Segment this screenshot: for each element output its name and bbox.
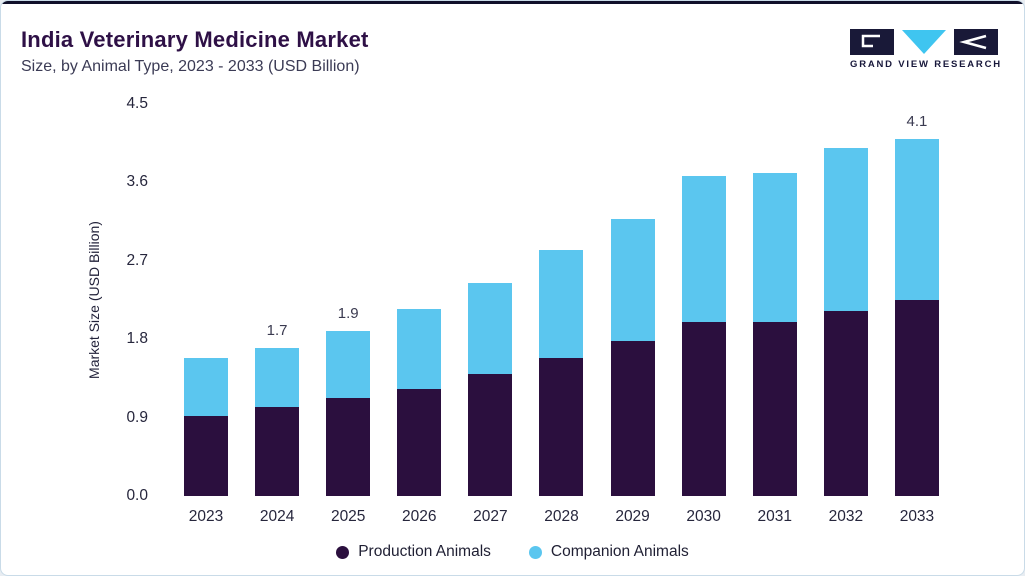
legend-label-companion: Companion Animals	[550, 543, 689, 560]
bar-segment-production	[681, 321, 726, 496]
bar-segment-production	[397, 388, 442, 496]
x-axis-label: 2033	[899, 508, 935, 525]
bar-group: 4.1 2033	[894, 104, 939, 525]
x-axis-label: 2031	[757, 508, 792, 525]
y-tick-label: 0.0	[126, 487, 148, 504]
legend-label-production: Production Animals	[358, 543, 491, 560]
bar-group: 2032	[823, 104, 868, 525]
top-accent-line	[1, 1, 1024, 4]
y-tick-label: 1.8	[126, 330, 148, 348]
bar-segment-companion	[539, 250, 584, 359]
page-title: India Veterinary Medicine Market	[21, 27, 369, 52]
y-tick-label: 0.9	[126, 408, 148, 426]
bar-group: 1.9 2025	[326, 104, 371, 525]
bar-group: 2026	[397, 104, 442, 525]
logo-marks-icon	[850, 29, 998, 55]
logo-mark-left-icon	[850, 29, 894, 55]
y-tick-label: 4.5	[126, 95, 148, 112]
bar-segment-companion	[752, 172, 797, 322]
bar-segment-production	[894, 300, 939, 496]
bar-group: 2027	[468, 104, 513, 525]
x-axis-label: 2030	[686, 508, 721, 525]
legend: Production Animals Companion Animals	[1, 543, 1024, 561]
logo-mark-right-icon	[954, 29, 998, 55]
legend-dot-companion	[528, 545, 542, 559]
bar-value-label: 1.7	[266, 321, 288, 339]
bar-segment-production	[823, 311, 868, 496]
bar-segment-companion	[681, 176, 726, 322]
x-axis-label: 2032	[828, 508, 864, 525]
bar-group: 2030	[681, 104, 726, 525]
bar-segment-production	[752, 321, 797, 496]
plot-area: 2023 1.7 2024 1.9 2025 2026 2027 2028 2029 2030 20…	[164, 104, 959, 525]
page-subtitle: Size, by Animal Type, 2023 - 2033 (USD B…	[21, 58, 360, 75]
y-tick-label: 3.6	[126, 173, 148, 191]
bar-value-label: 1.9	[337, 304, 359, 322]
bar-segment-companion	[326, 330, 371, 399]
bar-segment-production	[255, 407, 300, 496]
x-axis-label: 2024	[259, 508, 295, 525]
bar-group: 2028	[539, 104, 584, 525]
bar-group: 2031	[752, 104, 797, 525]
bar-segment-companion	[184, 358, 228, 416]
logo-text: GRAND VIEW RESEARCH	[850, 59, 1002, 70]
bar-segment-production	[326, 398, 371, 496]
bar-segment-companion	[894, 138, 939, 300]
x-axis-label: 2028	[544, 508, 579, 525]
brand-logo: GRAND VIEW RESEARCH	[850, 29, 1002, 70]
x-axis-label: 2023	[188, 508, 224, 525]
y-tick-label: 2.7	[126, 251, 148, 269]
legend-item-production: Production Animals	[336, 543, 491, 561]
logo-mark-triangle-icon	[902, 30, 946, 54]
x-axis-label: 2027	[473, 508, 508, 525]
chart: Market Size (USD Billion) 0.0 0.9 1.8 2.7 3.…	[86, 95, 959, 525]
bar-segment-companion	[610, 219, 655, 341]
x-axis-label: 2029	[615, 508, 650, 525]
bar-segment-companion	[255, 347, 300, 408]
bar-segment-production	[468, 374, 513, 496]
bar-group: 2023	[184, 104, 228, 525]
bar-segment-companion	[823, 147, 868, 312]
bar-segment-production	[539, 358, 584, 496]
bar-segment-production	[184, 415, 228, 496]
bar-group: 2029	[610, 104, 655, 525]
bar-group: 1.7 2024	[255, 104, 300, 525]
bar-segment-companion	[397, 308, 442, 389]
bar-segment-production	[610, 340, 655, 496]
y-axis-title: Market Size (USD Billion)	[86, 221, 102, 379]
bar-value-label: 4.1	[906, 112, 928, 130]
bar-segment-companion	[468, 282, 513, 375]
legend-item-companion: Companion Animals	[528, 543, 689, 561]
x-axis-label: 2026	[402, 508, 437, 525]
x-axis-label: 2025	[330, 508, 366, 525]
legend-dot-production	[336, 545, 350, 559]
